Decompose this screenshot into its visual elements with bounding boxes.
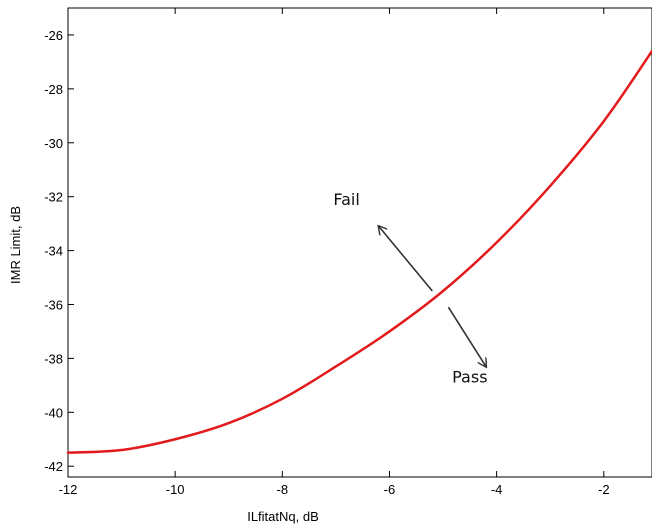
- annotation-layer: Fail Pass: [333, 190, 487, 387]
- annotation-label: Fail: [333, 190, 359, 209]
- plot-frame: [67, 7, 652, 478]
- x-tick-label: -4: [491, 482, 503, 497]
- y-axis-label: IMR Limit, dB: [8, 206, 23, 284]
- y-tick-label: -28: [44, 82, 63, 97]
- y-tick-label: -34: [44, 244, 63, 259]
- series-line: [66, 49, 652, 454]
- x-tick-label: -8: [277, 482, 289, 497]
- y-tick-label: -26: [44, 28, 63, 43]
- y-tick-label: -30: [44, 136, 63, 151]
- y-tick-label: -36: [44, 297, 63, 312]
- annotation-arrow: [447, 306, 486, 366]
- tick-layer: -12 -10 -8 -6 -4 -2 -42 -40 -38 -36 -34 -32 -30 -28 -2…: [44, 8, 610, 497]
- x-tick-label: -6: [384, 482, 396, 497]
- y-tick-label: -38: [44, 351, 63, 366]
- x-tick-label: -2: [598, 482, 610, 497]
- x-tick-label: -12: [59, 482, 78, 497]
- series-layer: [66, 49, 652, 454]
- annotation-label: Pass: [452, 368, 487, 387]
- y-tick-label: -32: [44, 190, 63, 205]
- y-tick-label: -40: [44, 405, 63, 420]
- x-axis-label: ILfitatNq, dB: [247, 509, 319, 524]
- x-tick-label: -10: [166, 482, 185, 497]
- y-tick-label: -42: [44, 459, 63, 474]
- plot-area: [67, 7, 652, 478]
- annotation-arrow: [379, 226, 433, 292]
